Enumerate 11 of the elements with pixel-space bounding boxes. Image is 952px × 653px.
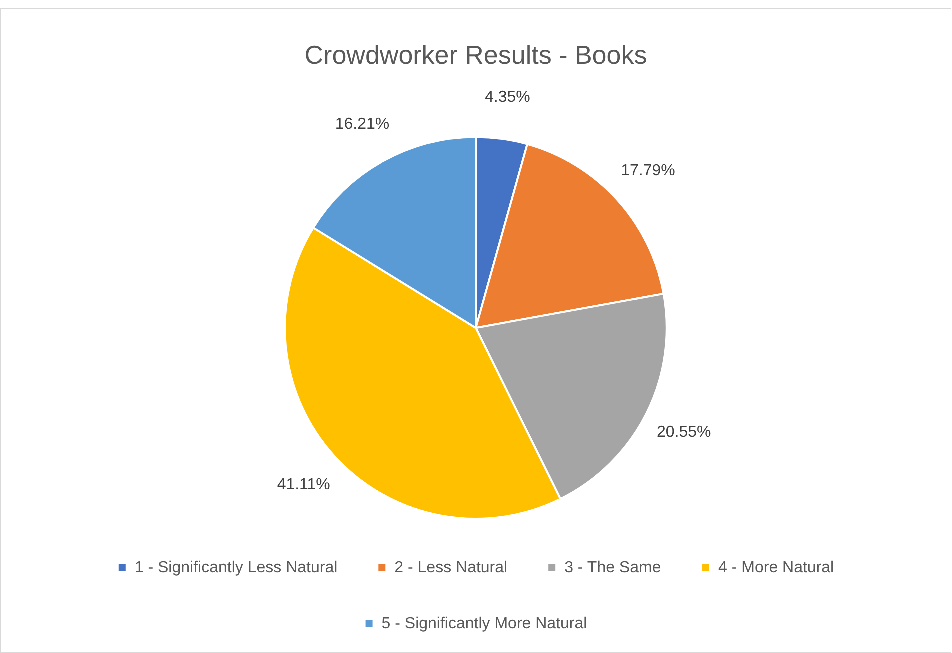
data-label: 16.21% xyxy=(335,116,390,134)
chart-title: Crowdworker Results - Books xyxy=(304,40,648,70)
legend-label: 2 - Less Natural xyxy=(394,559,508,576)
data-label: 4.35% xyxy=(485,88,530,106)
legend-label: 3 - The Same xyxy=(564,559,662,576)
legend-label: 1 - Significantly Less Natural xyxy=(134,559,338,576)
data-label: 17.79% xyxy=(621,162,676,180)
data-label: 20.55% xyxy=(656,424,712,442)
data-label: 41.11% xyxy=(277,476,330,494)
legend-label: 4 - More Natural xyxy=(718,559,834,576)
legend-label: 5 - Significantly More Natural xyxy=(382,615,588,632)
